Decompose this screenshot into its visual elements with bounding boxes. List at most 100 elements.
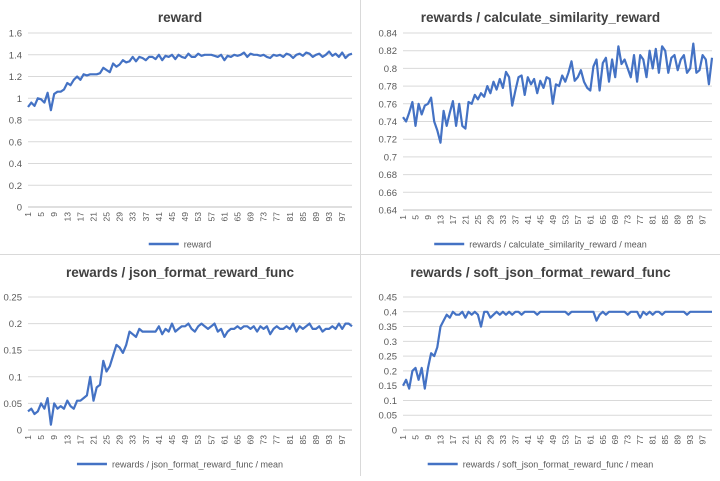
x-tick-label: 81: [648, 215, 658, 225]
series-line: [402, 310, 712, 390]
chart-title: reward: [158, 10, 202, 25]
x-tick-label: 1: [398, 435, 408, 440]
y-tick-label: 0.82: [379, 46, 398, 57]
x-tick-label: 77: [272, 435, 282, 445]
x-tick-label: 97: [698, 435, 708, 445]
x-tick-label: 33: [128, 435, 138, 445]
y-tick-label: 0.4: [384, 307, 397, 318]
x-tick-label: 21: [88, 435, 98, 445]
x-tick-label: 25: [473, 435, 483, 445]
chart-panel-soft-json-format: rewards / soft_json_format_reward_func 0 0…: [361, 255, 720, 476]
y-tick-label: 0.7: [384, 152, 397, 163]
x-tick-label: 57: [206, 435, 216, 445]
x-tick-label: 61: [219, 435, 229, 445]
x-tick-label: 85: [660, 215, 670, 225]
y-tick-label: 0.15: [379, 381, 398, 392]
y-tick-label: 0.8: [9, 116, 22, 127]
x-tick-label: 89: [311, 435, 321, 445]
x-tick-label: 93: [324, 212, 334, 222]
y-tick-label: 0.66: [379, 188, 398, 199]
y-tick-label: 0: [17, 203, 22, 214]
x-tick-label: 49: [548, 435, 558, 445]
x-tick-label: 65: [598, 215, 608, 225]
y-tick-label: 0: [392, 426, 397, 437]
y-tick-label: 0.05: [4, 399, 23, 410]
x-tick-label: 53: [193, 212, 203, 222]
x-tick-label: 97: [698, 215, 708, 225]
x-tick-label: 65: [232, 212, 242, 222]
x-tick-label: 17: [75, 435, 85, 445]
chart-panel-reward: reward 0 0.2 0.4 0.6 0.8 1 1.2 1.4 1.6 1 5 9 13 17 21 25…: [0, 0, 360, 254]
y-tick-label: 0: [17, 426, 22, 437]
y-tick-label: 1.2: [9, 72, 22, 83]
x-tick-label: 69: [610, 215, 620, 225]
x-tick-label: 33: [498, 215, 508, 225]
x-tick-label: 69: [246, 435, 256, 445]
x-tick-label: 29: [485, 215, 495, 225]
x-tick-label: 9: [423, 435, 433, 440]
panel-divider-horizontal: [0, 254, 720, 255]
y-tick-label: 1: [17, 94, 22, 105]
x-tick-label: 49: [180, 435, 190, 445]
x-tick-label: 9: [49, 212, 59, 217]
x-tick-label: 73: [623, 215, 633, 225]
x-tick-label: 65: [598, 435, 608, 445]
x-tick-label: 5: [410, 215, 420, 220]
x-tick-label: 89: [311, 212, 321, 222]
x-tick-label: 25: [473, 215, 483, 225]
x-tick-label: 89: [673, 435, 683, 445]
x-tick-label: 93: [685, 215, 695, 225]
y-tick-label: 0.72: [379, 135, 398, 146]
y-tick-label: 0.74: [379, 117, 398, 128]
x-tick-label: 65: [232, 435, 242, 445]
legend-label: reward: [184, 240, 212, 250]
x-tick-label: 85: [298, 435, 308, 445]
y-tick-label: 0.25: [379, 352, 398, 363]
y-tick-label: 0.2: [9, 181, 22, 192]
y-tick-label: 0.64: [379, 206, 398, 217]
x-tick-label: 29: [115, 212, 125, 222]
x-tick-label: 21: [460, 435, 470, 445]
x-tick-label: 41: [523, 215, 533, 225]
x-tick-label: 29: [115, 435, 125, 445]
x-tick-label: 57: [573, 435, 583, 445]
x-tick-label: 33: [498, 435, 508, 445]
x-tick-label: 73: [623, 435, 633, 445]
y-tick-label: 0.15: [4, 346, 23, 357]
x-tick-label: 25: [102, 212, 112, 222]
x-tick-label: 57: [573, 215, 583, 225]
x-tick-label: 61: [585, 435, 595, 445]
y-tick-label: 0.05: [379, 411, 398, 422]
x-tick-label: 17: [448, 215, 458, 225]
chart-soft-json-format-reward: rewards / soft_json_format_reward_func 0 0…: [379, 265, 712, 470]
x-tick-label: 1: [23, 212, 33, 217]
x-tick-label: 45: [167, 435, 177, 445]
legend-label: rewards / json_format_reward_func / mean: [112, 460, 283, 470]
x-tick-label: 5: [36, 435, 46, 440]
x-tick-label: 41: [154, 435, 164, 445]
x-tick-label: 45: [535, 435, 545, 445]
x-tick-label: 29: [485, 435, 495, 445]
x-tick-label: 21: [460, 215, 470, 225]
y-tick-label: 1.6: [9, 29, 22, 40]
x-tick-label: 81: [648, 435, 658, 445]
y-tick-label: 0.78: [379, 82, 398, 93]
x-tick-label: 77: [272, 212, 282, 222]
x-tick-label: 13: [62, 212, 72, 222]
y-tick-label: 0.8: [384, 64, 397, 75]
x-tick-label: 49: [548, 215, 558, 225]
chart-title: rewards / soft_json_format_reward_func: [410, 265, 671, 280]
x-tick-label: 81: [285, 212, 295, 222]
x-tick-label: 25: [102, 435, 112, 445]
x-tick-label: 97: [337, 435, 347, 445]
x-tick-label: 37: [141, 212, 151, 222]
x-tick-label: 9: [49, 435, 59, 440]
x-tick-label: 37: [510, 435, 520, 445]
x-tick-label: 41: [154, 212, 164, 222]
x-tick-label: 81: [285, 435, 295, 445]
x-tick-label: 1: [398, 215, 408, 220]
x-tick-label: 93: [324, 435, 334, 445]
x-tick-label: 85: [660, 435, 670, 445]
y-tick-label: 0.35: [379, 322, 398, 333]
x-tick-label: 93: [685, 435, 695, 445]
